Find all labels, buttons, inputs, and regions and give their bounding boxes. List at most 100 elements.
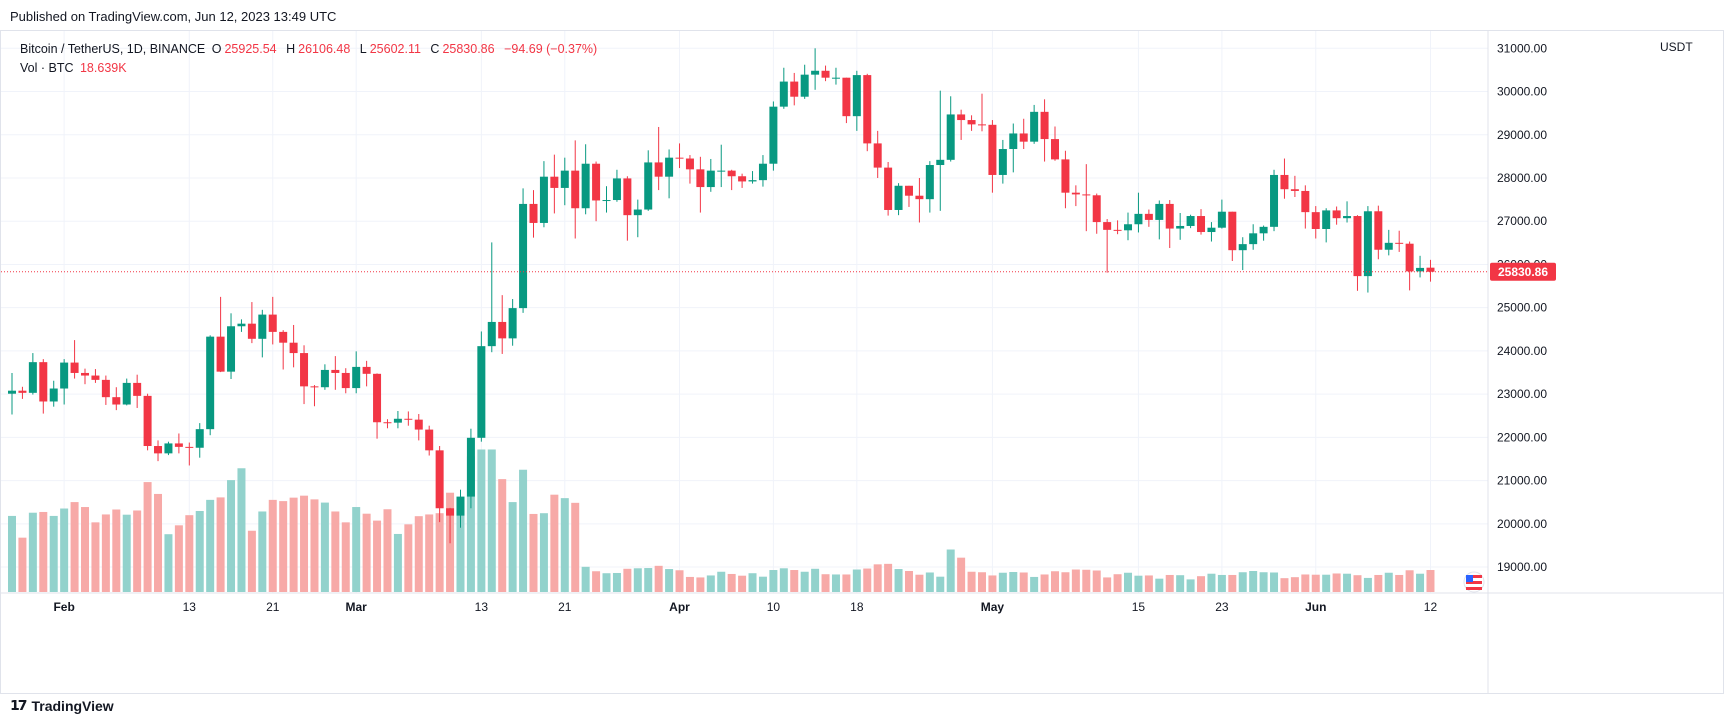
candle: [769, 101, 778, 171]
candle-body: [1290, 189, 1299, 191]
candle: [1384, 229, 1393, 256]
candle: [998, 139, 1007, 184]
candle-body: [1176, 225, 1185, 229]
candle: [268, 296, 277, 345]
open-label: O: [211, 42, 222, 56]
candle: [863, 73, 872, 152]
volume-bar: [268, 499, 277, 592]
candle-body: [977, 124, 986, 126]
candle: [154, 440, 163, 462]
volume-bar: [831, 574, 840, 592]
candle-body: [769, 106, 778, 164]
volume-bar: [769, 570, 778, 592]
candle-body: [341, 372, 350, 389]
candle: [1134, 192, 1143, 233]
candle: [644, 150, 653, 211]
candle: [612, 169, 621, 202]
candle-body: [164, 443, 173, 454]
candle: [915, 177, 924, 223]
candle-body: [60, 362, 69, 389]
volume-bar: [696, 577, 705, 592]
candle-body: [39, 362, 48, 402]
candle-body: [81, 372, 90, 376]
candle-body: [727, 170, 736, 177]
volume-bar: [685, 576, 694, 592]
candle: [362, 360, 371, 387]
candle: [748, 171, 757, 184]
candle: [1207, 222, 1216, 242]
candle: [1374, 205, 1383, 260]
candle: [49, 380, 58, 407]
currency-label[interactable]: USDT: [1660, 40, 1693, 54]
candle: [446, 507, 455, 544]
volume-bar: [91, 522, 100, 592]
candle: [237, 319, 246, 332]
candle: [1322, 208, 1331, 243]
candle-body: [1144, 213, 1153, 220]
candle-body: [1301, 190, 1310, 213]
candle-body: [654, 162, 663, 177]
candle-body: [1155, 203, 1164, 220]
candle-body: [821, 70, 830, 78]
volume-bar: [988, 575, 997, 592]
volume-bar: [1103, 577, 1112, 592]
candle: [8, 372, 16, 415]
candle: [706, 158, 715, 192]
volume-bar: [571, 502, 580, 592]
volume-bar: [936, 576, 945, 592]
candle: [623, 176, 632, 241]
volume-bar: [101, 514, 110, 592]
candle: [1155, 200, 1164, 240]
volume-bar: [675, 570, 684, 592]
volume-bar: [1322, 574, 1331, 592]
volume-bar: [884, 563, 893, 592]
volume-bar: [1061, 572, 1070, 592]
candle-body: [425, 429, 434, 451]
volume-bar: [320, 502, 329, 592]
candle: [1176, 213, 1185, 240]
flag-canton: [1466, 575, 1473, 582]
volume-bar: [1395, 574, 1404, 592]
volume-bar: [998, 572, 1007, 592]
candle-body: [373, 373, 382, 423]
candle-body: [1207, 227, 1216, 233]
volume-bar: [122, 514, 131, 592]
price-tick-label: 24000.00: [1497, 344, 1547, 358]
candle-body: [310, 386, 319, 388]
candle-body: [331, 369, 340, 373]
candle: [352, 351, 361, 394]
tradingview-footer[interactable]: 𝟭𝟳 TradingView: [10, 697, 114, 714]
candle: [685, 155, 694, 184]
candle-body: [571, 170, 580, 209]
candle-body: [894, 185, 903, 210]
volume-bar: [550, 494, 559, 592]
ohlc-row: Bitcoin / TetherUS, 1D, BINANCE O 25925.5…: [20, 40, 600, 59]
candle: [1259, 225, 1268, 241]
candle: [560, 157, 569, 206]
candle-body: [665, 157, 674, 177]
volume-bar: [1311, 574, 1320, 592]
open-value: 25925.54: [224, 42, 277, 56]
candle: [936, 90, 945, 211]
candle: [758, 155, 767, 187]
time-tick-label: Feb: [53, 600, 74, 614]
candle: [1092, 193, 1101, 234]
candle-body: [49, 388, 58, 402]
candle: [1124, 212, 1133, 241]
candle: [790, 72, 799, 106]
volume-bar: [957, 557, 966, 592]
candle: [519, 188, 528, 313]
candle-body: [998, 149, 1007, 175]
candle: [18, 386, 27, 399]
symbol-label[interactable]: Bitcoin / TetherUS, 1D, BINANCE: [20, 42, 206, 56]
volume-label[interactable]: Vol · BTC: [20, 61, 74, 75]
time-tick-label: 23: [1215, 600, 1229, 614]
volume-bar: [300, 495, 309, 592]
candle: [164, 441, 173, 456]
candle-body: [70, 362, 79, 373]
candle-body: [717, 170, 726, 172]
volume-bar: [18, 537, 27, 592]
candle: [800, 64, 809, 99]
candle: [28, 353, 37, 395]
